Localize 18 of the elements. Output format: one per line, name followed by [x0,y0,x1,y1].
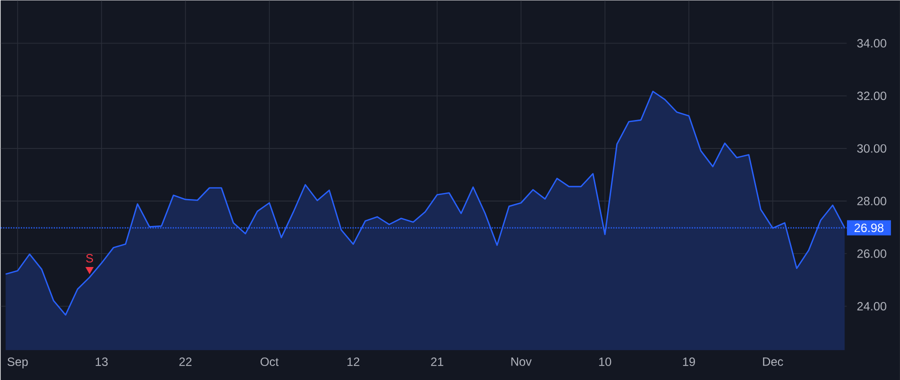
x-tick-label: 12 [347,357,360,366]
x-tick-label: Sep [8,357,28,368]
ref-line-label: 26.98 [854,224,884,232]
x-tick-label: 19 [683,357,695,366]
x-tick-label: 21 [431,357,444,366]
x-tick-label: Oct [260,357,279,366]
y-tick-label: 24.00 [857,302,886,310]
x-tick-label: 10 [599,357,612,366]
x-tick-label: 22 [179,357,192,366]
x-tick-label: 13 [96,357,108,366]
x-tick-label: Nov [511,357,532,366]
y-tick-label: 30.00 [857,144,886,153]
series-label: S [86,254,94,262]
y-tick-label: 28.00 [857,196,886,206]
y-tick-label: 26.00 [857,249,886,258]
y-tick-label: 34.00 [857,38,886,48]
x-tick-label: Dec [763,357,784,366]
y-tick-label: 32.00 [857,92,886,100]
